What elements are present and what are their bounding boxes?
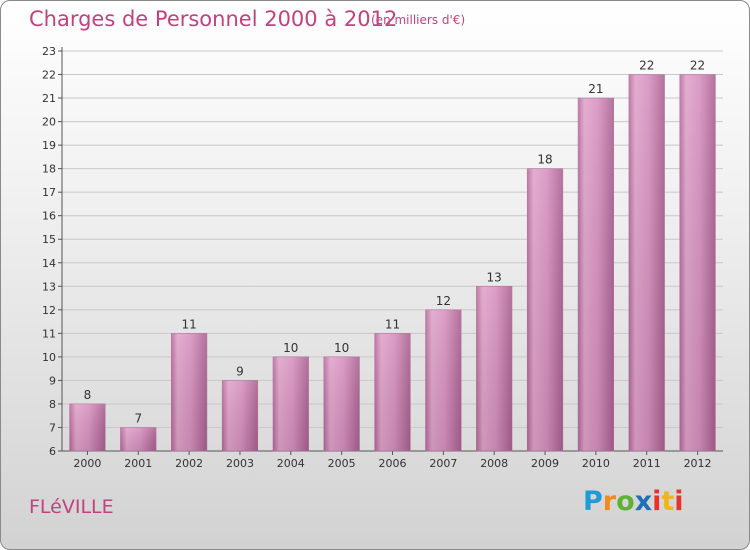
bar-shade-2011 — [628, 74, 665, 451]
y-tick-label: 11 — [42, 327, 56, 340]
x-tick-label: 2011 — [633, 457, 661, 470]
x-tick-label: 2005 — [328, 457, 356, 470]
value-label-2008: 13 — [487, 270, 502, 284]
bar-shade-2002 — [171, 333, 207, 451]
x-tick-label: 2012 — [684, 457, 712, 470]
value-label-2007: 12 — [436, 294, 451, 308]
bar-shade-2005 — [323, 356, 360, 451]
bars — [69, 74, 716, 452]
x-tick-label: 2001 — [124, 457, 152, 470]
value-labels: 8 7 11 9 10 10 11 12 13 18 21 22 22 — [84, 59, 706, 426]
y-tick-label: 18 — [42, 163, 56, 176]
chart-title: Charges de Personnel 2000 à 2012 — [29, 7, 398, 31]
y-tick-label: 16 — [42, 210, 56, 223]
y-tick-label: 8 — [49, 398, 56, 411]
value-label-2011: 22 — [639, 59, 654, 73]
value-label-2010: 21 — [588, 82, 603, 96]
value-label-2005: 10 — [334, 341, 349, 355]
y-tick-label: 22 — [42, 69, 56, 82]
bar-shade-2004 — [273, 356, 309, 451]
bar-shade-2012 — [679, 74, 716, 451]
place-name: FLéVILLE — [29, 496, 114, 518]
y-tick-label: 14 — [42, 257, 56, 270]
x-tick-label: 2010 — [582, 457, 610, 470]
bar-shade-2010 — [578, 98, 614, 451]
y-tick-label: 23 — [42, 45, 56, 58]
y-tick-label: 6 — [49, 445, 56, 458]
value-label-2004: 10 — [283, 341, 298, 355]
bar-shade-2006 — [374, 333, 411, 451]
chart-subtitle: (en milliers d'€) — [371, 13, 466, 27]
bar-shade-2007 — [425, 309, 462, 451]
x-tick-label: 2008 — [480, 457, 508, 470]
value-label-2002: 11 — [181, 317, 196, 331]
y-tick-label: 19 — [42, 139, 56, 152]
y-tick-label: 17 — [42, 186, 56, 199]
brand-logo: Proxiti — [583, 486, 684, 517]
y-tick-label: 21 — [42, 92, 56, 105]
y-tick-label: 12 — [42, 304, 56, 317]
y-tick-label: 9 — [49, 374, 56, 387]
y-tick-label: 20 — [42, 116, 56, 129]
x-tick-label: 2002 — [175, 457, 203, 470]
x-tick-label: 2004 — [277, 457, 305, 470]
value-label-2001: 7 — [134, 411, 142, 425]
bar-shade-2008 — [476, 286, 512, 451]
bar-shade-2000 — [69, 403, 106, 451]
x-tick-label: 2003 — [226, 457, 254, 470]
axes: 6 7 8 9 10 11 12 13 14 15 16 17 18 19 20 21 22 23 2000 2001… — [42, 45, 723, 470]
y-tick-label: 13 — [42, 280, 56, 293]
bar-shade-2003 — [222, 380, 258, 451]
bar-shade-2001 — [120, 427, 157, 451]
y-tick-label: 7 — [49, 421, 56, 434]
y-tick-label: 10 — [42, 351, 56, 364]
y-tick-label: 15 — [42, 233, 56, 246]
bar-shade-2009 — [527, 168, 563, 451]
value-label-2009: 18 — [537, 153, 552, 167]
value-label-2000: 8 — [84, 388, 92, 402]
x-tick-label: 2007 — [429, 457, 457, 470]
x-tick-label: 2009 — [531, 457, 559, 470]
value-label-2006: 11 — [385, 317, 400, 331]
value-label-2012: 22 — [690, 59, 705, 73]
value-label-2003: 9 — [236, 364, 244, 378]
x-tick-label: 2000 — [73, 457, 101, 470]
x-tick-label: 2006 — [379, 457, 407, 470]
